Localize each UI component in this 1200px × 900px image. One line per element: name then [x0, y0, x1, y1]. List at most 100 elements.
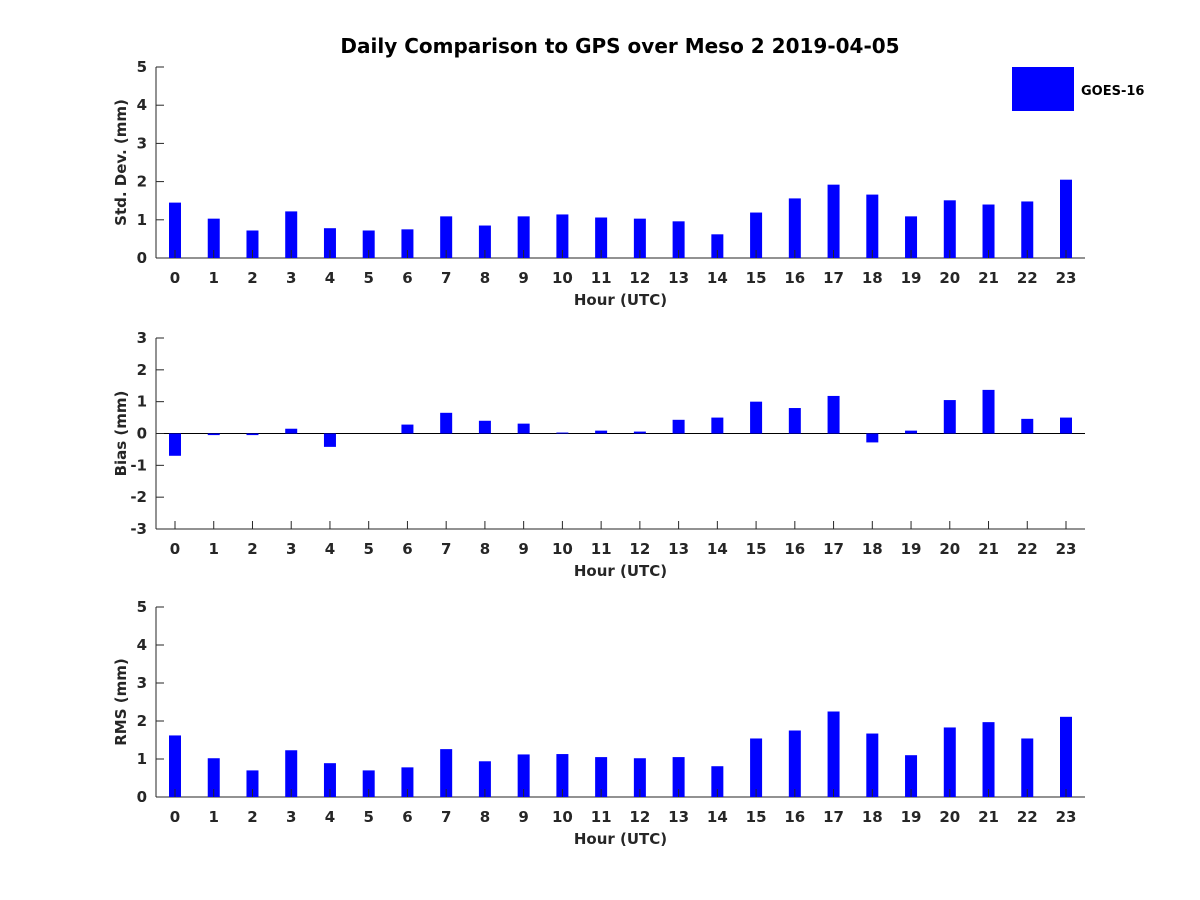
std-dev-x-tick-label: 6	[402, 269, 412, 287]
std-dev-x-tick-label: 0	[170, 269, 180, 287]
std-dev-bar	[672, 221, 685, 258]
rms-x-tick-label: 8	[480, 808, 490, 826]
rms-bar	[323, 763, 336, 797]
bias-x-tick-label: 7	[441, 540, 451, 558]
std-dev-bar	[285, 211, 298, 258]
std-dev-x-tick-label: 16	[784, 269, 805, 287]
std-dev-bar	[711, 234, 724, 258]
std-dev-bar	[827, 184, 840, 258]
rms-y-axis-label: RMS (mm)	[112, 658, 130, 745]
rms-x-tick-label: 18	[862, 808, 883, 826]
std-dev-bar	[943, 200, 956, 258]
bias-x-tick-label: 11	[591, 540, 612, 558]
std-dev-x-tick-label: 15	[746, 269, 767, 287]
bias-y-tick-label: 3	[137, 329, 147, 347]
std-dev-bar	[866, 194, 879, 258]
bias-bar	[905, 430, 918, 434]
bias-x-tick-label: 15	[746, 540, 767, 558]
rms-x-tick-label: 10	[552, 808, 573, 826]
rms-bar	[207, 758, 220, 797]
std-dev-x-tick-label: 20	[939, 269, 960, 287]
rms-x-tick-label: 15	[746, 808, 767, 826]
rms-bar	[169, 735, 181, 797]
bias-x-tick-label: 16	[784, 540, 805, 558]
rms-bar	[440, 749, 453, 797]
bias-y-tick-label: -2	[130, 488, 147, 506]
bias-bar	[207, 433, 220, 436]
bias-bar	[478, 420, 491, 434]
std-dev-bar	[788, 198, 801, 258]
bias-x-tick-label: 18	[862, 540, 883, 558]
bias-bar	[827, 395, 840, 434]
std-dev-x-tick-label: 21	[978, 269, 999, 287]
bias-x-tick-label: 20	[939, 540, 960, 558]
rms-bar	[246, 770, 259, 797]
std-dev-bar	[246, 230, 259, 258]
bias-x-tick-label: 3	[286, 540, 296, 558]
bias-x-tick-label: 9	[518, 540, 528, 558]
rms-bar	[362, 770, 375, 797]
std-dev-bar	[982, 204, 995, 258]
bias-x-tick-label: 23	[1056, 540, 1077, 558]
std-dev-x-tick-label: 1	[209, 269, 219, 287]
bias-x-tick-label: 4	[325, 540, 335, 558]
rms-bar	[595, 757, 608, 797]
rms-x-tick-label: 22	[1017, 808, 1038, 826]
rms-y-tick-label: 0	[137, 788, 147, 806]
bias-x-tick-label: 21	[978, 540, 999, 558]
bias-bar	[866, 433, 879, 443]
std-dev-x-tick-label: 5	[363, 269, 373, 287]
rms-x-tick-label: 3	[286, 808, 296, 826]
rms-bar	[556, 754, 569, 797]
rms-x-tick-label: 14	[707, 808, 728, 826]
std-dev-x-tick-label: 4	[325, 269, 335, 287]
std-dev-x-tick-label: 9	[518, 269, 528, 287]
bias-y-tick-label: 2	[137, 361, 147, 379]
bias-bar	[323, 433, 336, 447]
std-dev-y-tick-label: 0	[137, 249, 147, 267]
std-dev-x-tick-label: 2	[247, 269, 257, 287]
std-dev-bar	[207, 218, 220, 258]
bias-y-tick-label: -1	[130, 456, 147, 474]
bias-x-tick-label: 2	[247, 540, 257, 558]
bias-x-tick-label: 10	[552, 540, 573, 558]
rms-y-tick-label: 1	[137, 750, 147, 768]
std-dev-y-tick-label: 5	[137, 58, 147, 76]
bias-bar	[285, 428, 298, 434]
rms-bar	[517, 754, 530, 797]
std-dev-x-tick-label: 11	[591, 269, 612, 287]
std-dev-bar	[169, 202, 181, 258]
std-dev-y-tick-label: 2	[137, 173, 147, 191]
bias-x-tick-label: 12	[629, 540, 650, 558]
rms-x-tick-label: 4	[325, 808, 335, 826]
bias-bar	[517, 423, 530, 434]
bias-y-tick-label: -3	[130, 520, 147, 538]
std-dev-bar	[750, 212, 763, 258]
std-dev-bar	[440, 216, 453, 258]
std-dev-bar	[1060, 179, 1072, 258]
std-dev-x-tick-label: 19	[901, 269, 922, 287]
bias-x-tick-label: 5	[363, 540, 373, 558]
rms-x-tick-label: 1	[209, 808, 219, 826]
bias-y-tick-label: 0	[137, 425, 147, 443]
std-dev-bar	[1021, 201, 1034, 258]
std-dev-x-tick-label: 12	[629, 269, 650, 287]
std-dev-bar	[323, 228, 336, 258]
rms-bar	[672, 757, 685, 797]
rms-bar	[982, 722, 995, 797]
rms-bar	[633, 758, 646, 797]
std-dev-bar	[478, 225, 491, 258]
rms-bar	[285, 750, 298, 797]
bias-bar	[711, 417, 724, 434]
rms-x-tick-label: 16	[784, 808, 805, 826]
std-dev-x-axis-label: Hour (UTC)	[574, 291, 667, 309]
rms-x-tick-label: 6	[402, 808, 412, 826]
bias-bar	[672, 419, 685, 434]
std-dev-x-tick-label: 18	[862, 269, 883, 287]
bias-bar	[440, 412, 453, 434]
bias-bar	[169, 433, 181, 456]
rms-x-tick-label: 17	[823, 808, 844, 826]
std-dev-x-tick-label: 7	[441, 269, 451, 287]
